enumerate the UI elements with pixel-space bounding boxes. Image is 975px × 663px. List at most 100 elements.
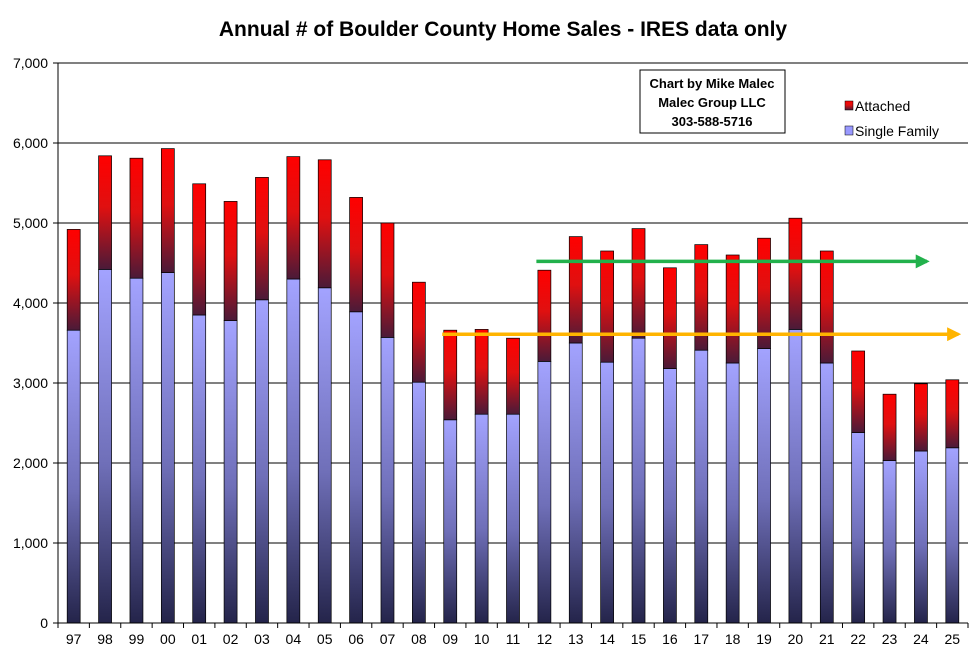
- y-tick-label-0: 0: [40, 615, 48, 631]
- bar-attached-98: [98, 155, 112, 270]
- bar-attached-13: [568, 236, 583, 344]
- x-tick-label-04: 04: [286, 631, 302, 647]
- y-axis-ticks: 0 1,000 2,000 3,000 4,000 5,000 6,000 7,000: [13, 55, 58, 631]
- bar-single-family-19: [757, 348, 771, 624]
- x-tick-label-19: 19: [756, 631, 772, 647]
- bar-single-family-07: [380, 337, 395, 624]
- bar-single-family-17: [694, 349, 709, 624]
- bar-attached-09: [443, 329, 458, 421]
- y-tick-label-4,000: 4,000: [13, 295, 48, 311]
- y-tick-label-6,000: 6,000: [13, 135, 48, 151]
- bar-single-family-97: [66, 329, 81, 624]
- bar-single-family-04: [286, 278, 301, 624]
- x-axis-ticks: 97 98 99 00 01 02 03 04 05 06 07 08 09 10 11 12 13 14 15 16…: [57, 623, 969, 647]
- bar-attached-15: [631, 228, 646, 339]
- x-tick-label-03: 03: [254, 631, 270, 647]
- x-tick-label-97: 97: [66, 631, 82, 647]
- chart-title: Annual # of Boulder County Home Sales - …: [219, 18, 788, 41]
- x-tick-label-00: 00: [160, 631, 176, 647]
- bar-attached-03: [255, 177, 269, 301]
- credit-box-border: [639, 69, 786, 134]
- x-tick-label-06: 06: [348, 631, 364, 647]
- bar-single-family-22: [851, 432, 866, 624]
- bar-single-family-23: [882, 460, 897, 624]
- x-tick-label-23: 23: [882, 631, 898, 647]
- y-tick-label-5,000: 5,000: [13, 215, 48, 231]
- x-tick-label-20: 20: [788, 631, 804, 647]
- bar-attached-11: [506, 337, 520, 415]
- x-tick-label-09: 09: [442, 631, 458, 647]
- legend-swatch-attached: [844, 100, 854, 111]
- y-tick-label-7,000: 7,000: [13, 55, 48, 71]
- bar-single-family-08: [412, 381, 426, 624]
- x-tick-label-05: 05: [317, 631, 333, 647]
- y-tick-label-1,000: 1,000: [13, 535, 48, 551]
- bar-single-family-13: [568, 342, 583, 624]
- x-tick-label-01: 01: [191, 631, 207, 647]
- bar-attached-20: [788, 217, 803, 330]
- bar-attached-00: [160, 148, 175, 273]
- bar-attached-02: [223, 201, 238, 321]
- y-tick-label-3,000: 3,000: [13, 375, 48, 391]
- bar-single-family-18: [725, 362, 740, 624]
- bar-single-family-02: [223, 320, 238, 624]
- bar-attached-07: [380, 222, 395, 338]
- x-tick-label-12: 12: [537, 631, 553, 647]
- x-tick-label-02: 02: [223, 631, 239, 647]
- credit-line-3: 303-588-5716: [672, 114, 753, 129]
- bar-attached-08: [412, 281, 426, 383]
- bar-attached-19: [757, 237, 771, 349]
- bar-attached-14: [600, 250, 614, 363]
- bar-attached-16: [663, 267, 677, 369]
- bar-single-family-03: [255, 299, 269, 624]
- bar-single-family-01: [192, 314, 207, 624]
- legend-swatch-single-family: [844, 125, 854, 136]
- x-tick-label-22: 22: [850, 631, 866, 647]
- bar-attached-18: [725, 254, 740, 364]
- x-tick-label-10: 10: [474, 631, 490, 647]
- bar-single-family-06: [349, 311, 363, 624]
- x-tick-label-21: 21: [819, 631, 835, 647]
- bar-single-family-14: [600, 361, 614, 624]
- bar-attached-12: [537, 269, 552, 362]
- credit-line-1: Chart by Mike Malec: [650, 76, 775, 91]
- y-tick-label-2,000: 2,000: [13, 455, 48, 471]
- bar-single-family-15: [631, 337, 646, 624]
- bar-attached-01: [192, 183, 207, 316]
- bar-single-family-21: [819, 362, 834, 624]
- bar-single-family-10: [474, 413, 489, 624]
- bar-single-family-16: [663, 368, 677, 624]
- bar-single-family-98: [98, 269, 112, 624]
- bar-attached-97: [66, 229, 81, 331]
- x-tick-label-15: 15: [631, 631, 647, 647]
- bar-attached-24: [914, 383, 928, 452]
- bar-attached-05: [317, 159, 332, 289]
- bar-attached-04: [286, 156, 301, 280]
- x-tick-label-13: 13: [568, 631, 584, 647]
- credit-box: Chart by Mike Malec Malec Group LLC 303-…: [639, 69, 786, 134]
- bar-attached-21: [819, 250, 834, 364]
- bar-attached-23: [882, 393, 897, 461]
- x-tick-label-18: 18: [725, 631, 741, 647]
- bar-attached-25: [945, 379, 960, 449]
- bar-attached-22: [851, 350, 866, 433]
- x-tick-label-11: 11: [506, 631, 521, 647]
- bar-single-family-00: [160, 272, 175, 624]
- bar-single-family-25: [945, 447, 960, 624]
- bar-attached-17: [694, 244, 709, 351]
- x-tick-label-99: 99: [129, 631, 145, 647]
- x-tick-label-16: 16: [662, 631, 678, 647]
- bar-attached-99: [129, 157, 144, 279]
- bar-attached-10: [474, 329, 489, 415]
- bar-single-family-09: [443, 419, 458, 624]
- x-tick-label-07: 07: [380, 631, 396, 647]
- x-tick-label-25: 25: [945, 631, 961, 647]
- bar-single-family-11: [506, 413, 520, 624]
- trend-arrows: [442, 254, 962, 342]
- bar-single-family-24: [914, 450, 928, 624]
- bars: [66, 148, 960, 624]
- bar-attached-06: [349, 197, 363, 313]
- bar-single-family-99: [129, 277, 144, 624]
- x-tick-label-14: 14: [599, 631, 615, 647]
